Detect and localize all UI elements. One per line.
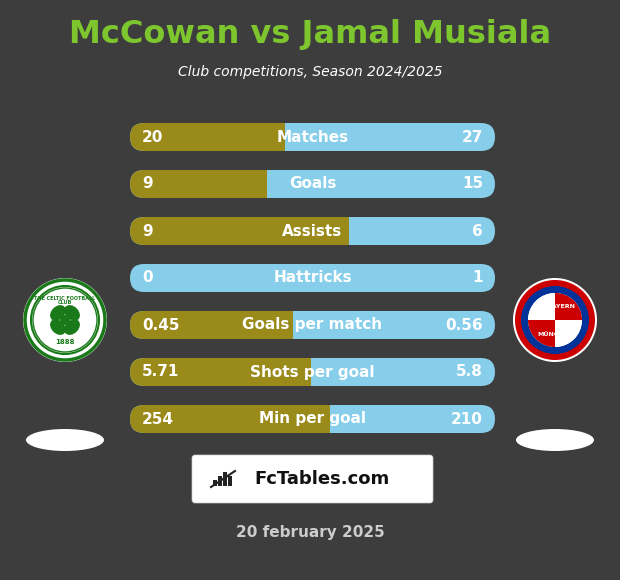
Circle shape bbox=[513, 278, 597, 362]
Text: Shots per goal: Shots per goal bbox=[250, 364, 374, 379]
Text: Goals per match: Goals per match bbox=[242, 317, 383, 332]
Text: 1888: 1888 bbox=[55, 339, 75, 345]
FancyBboxPatch shape bbox=[130, 170, 495, 198]
Text: 0.56: 0.56 bbox=[445, 317, 483, 332]
Text: 9: 9 bbox=[142, 176, 153, 191]
Text: Club competitions, Season 2024/2025: Club competitions, Season 2024/2025 bbox=[178, 65, 442, 79]
Ellipse shape bbox=[26, 429, 104, 451]
FancyBboxPatch shape bbox=[130, 358, 495, 386]
Text: 0: 0 bbox=[142, 270, 153, 285]
Text: MÜNCHEN: MÜNCHEN bbox=[537, 332, 573, 336]
Bar bbox=[228, 476, 232, 486]
Wedge shape bbox=[555, 293, 582, 320]
Bar bbox=[218, 476, 222, 486]
FancyBboxPatch shape bbox=[192, 455, 433, 503]
Ellipse shape bbox=[50, 319, 66, 335]
FancyBboxPatch shape bbox=[130, 405, 495, 433]
Text: 20 february 2025: 20 february 2025 bbox=[236, 524, 384, 539]
Circle shape bbox=[23, 278, 107, 362]
Ellipse shape bbox=[516, 429, 594, 451]
Text: 9: 9 bbox=[142, 223, 153, 238]
FancyBboxPatch shape bbox=[130, 358, 495, 386]
Text: CLUB: CLUB bbox=[58, 300, 72, 306]
Ellipse shape bbox=[64, 305, 80, 321]
Text: 15: 15 bbox=[462, 176, 483, 191]
Circle shape bbox=[528, 293, 582, 347]
Text: 5.8: 5.8 bbox=[456, 364, 483, 379]
Text: 254: 254 bbox=[142, 411, 174, 426]
Text: FcTables.com: FcTables.com bbox=[255, 470, 390, 488]
Wedge shape bbox=[528, 293, 555, 320]
Circle shape bbox=[515, 280, 595, 360]
FancyBboxPatch shape bbox=[130, 170, 495, 198]
Text: THE CELTIC FOOTBALL: THE CELTIC FOOTBALL bbox=[35, 295, 95, 300]
Text: 27: 27 bbox=[462, 129, 483, 144]
Ellipse shape bbox=[50, 305, 66, 321]
FancyBboxPatch shape bbox=[130, 123, 495, 151]
Text: FC BAYERN: FC BAYERN bbox=[536, 304, 575, 310]
Text: Matches: Matches bbox=[277, 129, 348, 144]
FancyBboxPatch shape bbox=[130, 264, 495, 292]
FancyBboxPatch shape bbox=[130, 217, 495, 245]
Circle shape bbox=[60, 315, 70, 325]
Text: 0.45: 0.45 bbox=[142, 317, 180, 332]
Text: Hattricks: Hattricks bbox=[273, 270, 352, 285]
FancyBboxPatch shape bbox=[130, 311, 495, 339]
Text: McCowan vs Jamal Musiala: McCowan vs Jamal Musiala bbox=[69, 20, 551, 50]
Text: Min per goal: Min per goal bbox=[259, 411, 366, 426]
FancyBboxPatch shape bbox=[130, 405, 495, 433]
Text: 20: 20 bbox=[142, 129, 164, 144]
Wedge shape bbox=[528, 320, 555, 347]
Text: Assists: Assists bbox=[282, 223, 343, 238]
Bar bbox=[213, 480, 217, 486]
Text: 210: 210 bbox=[451, 411, 483, 426]
Ellipse shape bbox=[64, 319, 80, 335]
Circle shape bbox=[521, 286, 589, 354]
Text: 1: 1 bbox=[472, 270, 483, 285]
Wedge shape bbox=[555, 320, 582, 347]
FancyBboxPatch shape bbox=[130, 217, 495, 245]
FancyBboxPatch shape bbox=[130, 311, 495, 339]
FancyBboxPatch shape bbox=[130, 123, 495, 151]
Text: 5.71: 5.71 bbox=[142, 364, 179, 379]
Circle shape bbox=[33, 288, 97, 352]
Bar bbox=[223, 472, 227, 486]
Text: 6: 6 bbox=[472, 223, 483, 238]
Text: Goals: Goals bbox=[289, 176, 336, 191]
